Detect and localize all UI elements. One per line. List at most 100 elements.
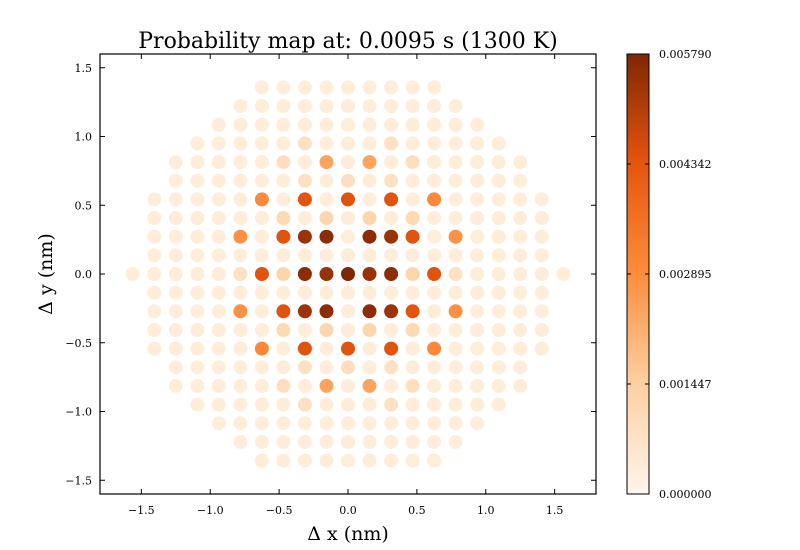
data-point: [384, 136, 399, 151]
data-point: [341, 211, 355, 225]
data-point: [405, 341, 420, 356]
data-point: [470, 173, 485, 188]
data-point: [341, 117, 355, 132]
data-point: [427, 416, 442, 431]
data-point: [297, 192, 312, 207]
data-point: [513, 323, 528, 337]
data-point: [513, 192, 528, 207]
data-point: [297, 248, 312, 263]
data-point: [405, 453, 420, 468]
data-point: [341, 416, 355, 431]
x-tick-label: −1.0: [197, 504, 224, 517]
data-point: [362, 304, 377, 319]
data-point: [405, 434, 420, 449]
data-point: [427, 80, 442, 95]
data-point: [211, 248, 226, 263]
data-point: [190, 285, 205, 300]
data-point: [341, 173, 355, 188]
data-point: [319, 248, 334, 263]
data-point: [362, 434, 377, 449]
data-point: [362, 341, 377, 356]
data-point: [448, 434, 463, 449]
data-point: [470, 248, 485, 263]
data-point: [276, 117, 291, 132]
data-point: [362, 360, 377, 375]
data-point: [448, 378, 463, 393]
data-point: [384, 192, 399, 207]
data-point: [448, 397, 463, 412]
data-point: [276, 434, 291, 449]
data-point: [233, 192, 248, 207]
y-tick-label: 1.5: [75, 62, 93, 75]
data-point: [276, 136, 291, 151]
data-point: [427, 304, 442, 319]
data-point: [341, 248, 355, 263]
data-point: [211, 211, 226, 225]
data-point: [470, 304, 485, 319]
data-point: [448, 285, 463, 300]
x-tick-label: −1.5: [128, 504, 155, 517]
data-point: [254, 229, 269, 244]
x-tick-label: 1.0: [477, 504, 495, 517]
data-point: [211, 173, 226, 188]
data-point: [190, 378, 205, 393]
data-point: [534, 285, 549, 300]
colorbar-tick-label: 0.001447: [659, 378, 712, 391]
data-point: [319, 434, 334, 449]
data-point: [384, 117, 399, 132]
data-point: [233, 117, 248, 132]
data-point: [427, 173, 442, 188]
data-point: [211, 229, 226, 244]
data-point: [319, 341, 334, 356]
data-point: [470, 323, 485, 337]
data-point: [384, 304, 399, 319]
data-point: [233, 248, 248, 263]
data-point: [297, 211, 312, 225]
data-point: [362, 285, 377, 300]
data-point: [233, 285, 248, 300]
data-point: [470, 285, 485, 300]
data-point: [276, 99, 291, 114]
data-point: [297, 360, 312, 375]
data-point: [491, 211, 506, 225]
data-point: [168, 155, 183, 170]
colorbar-tick-label: 0.000000: [659, 488, 712, 501]
data-point: [470, 416, 485, 431]
data-point: [384, 416, 399, 431]
data-point: [470, 211, 485, 225]
data-point: [405, 360, 420, 375]
data-point: [319, 80, 334, 95]
data-point: [168, 285, 183, 300]
data-point: [491, 192, 506, 207]
data-point: [276, 192, 291, 207]
data-point: [254, 192, 269, 207]
colorbar-tick-label: 0.005790: [659, 48, 712, 61]
data-point: [190, 136, 205, 151]
data-point: [233, 99, 248, 114]
data-point: [491, 378, 506, 393]
data-point: [297, 117, 312, 132]
data-point: [168, 323, 183, 337]
x-tick-label: 0.0: [339, 504, 357, 517]
data-point: [384, 323, 399, 337]
data-point: [405, 304, 420, 319]
data-point: [405, 211, 420, 225]
data-point: [319, 173, 334, 188]
data-point: [448, 248, 463, 263]
data-point: [362, 155, 377, 170]
data-point: [448, 211, 463, 225]
data-point: [168, 192, 183, 207]
data-point: [384, 267, 399, 281]
data-point: [319, 155, 334, 170]
data-point: [384, 378, 399, 393]
data-point: [319, 229, 334, 244]
data-point: [319, 323, 334, 337]
y-tick-label: −1.0: [65, 406, 92, 419]
data-point: [276, 229, 291, 244]
data-point: [491, 285, 506, 300]
data-point: [233, 360, 248, 375]
data-point: [233, 416, 248, 431]
data-point: [297, 397, 312, 412]
data-point: [405, 267, 420, 281]
data-point: [448, 99, 463, 114]
